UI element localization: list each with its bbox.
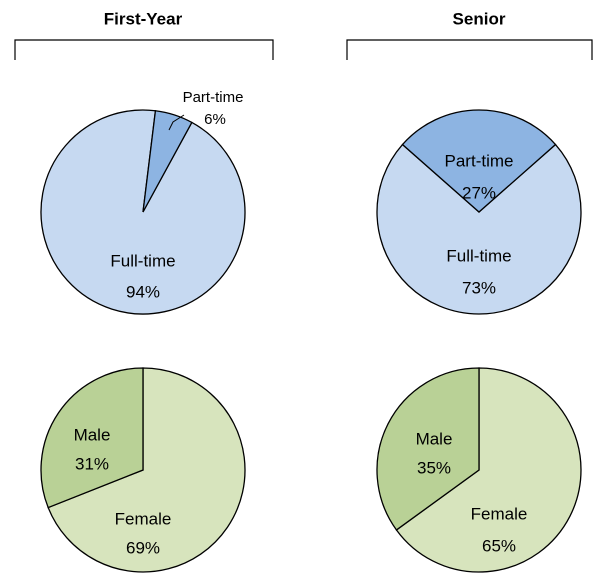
pie-title: First-Year (104, 9, 183, 28)
pie-slice (47, 367, 246, 573)
category-label: Male (74, 425, 111, 444)
category-label: Full-time (110, 251, 175, 270)
pie-slice (40, 367, 144, 509)
value-label: 73% (462, 278, 496, 297)
category-label: Part-time (183, 89, 244, 106)
bracket (14, 39, 274, 60)
pie-slice (376, 367, 480, 531)
value-label: 69% (126, 538, 160, 557)
category-label: Part-time (445, 151, 514, 170)
pie-slice (395, 367, 582, 573)
pie-title: Senior (453, 9, 506, 28)
category-label: Male (416, 429, 453, 448)
value-label: 94% (126, 282, 160, 301)
bracket (346, 39, 593, 60)
leader-line (168, 114, 185, 131)
category-label: Full-time (446, 246, 511, 265)
category-label: Female (115, 509, 172, 528)
value-label: 27% (462, 183, 496, 202)
category-label: Female (471, 504, 528, 523)
pie-slice (401, 109, 557, 213)
pie-slice (142, 110, 193, 213)
value-label: 6% (204, 111, 226, 128)
value-label: 31% (75, 454, 109, 473)
value-label: 65% (482, 536, 516, 555)
value-label: 35% (417, 458, 451, 477)
pie-slice (376, 143, 582, 315)
